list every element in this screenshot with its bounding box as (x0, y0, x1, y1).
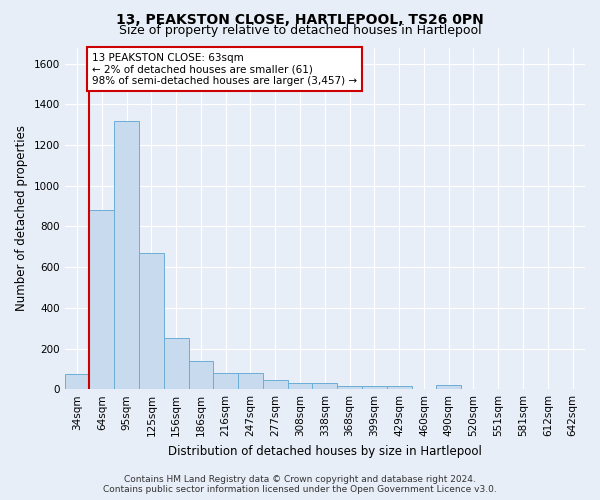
Bar (164, 338, 188, 389)
Bar (387, 386, 412, 389)
Text: Size of property relative to detached houses in Hartlepool: Size of property relative to detached ho… (119, 24, 481, 37)
Text: 13 PEAKSTON CLOSE: 63sqm
← 2% of detached houses are smaller (61)
98% of semi-de: 13 PEAKSTON CLOSE: 63sqm ← 2% of detache… (92, 52, 357, 86)
Bar (114, 120, 139, 389)
Bar (436, 384, 461, 389)
Y-axis label: Number of detached properties: Number of detached properties (15, 126, 28, 312)
Bar (139, 253, 164, 389)
Bar (337, 386, 362, 389)
Text: 13, PEAKSTON CLOSE, HARTLEPOOL, TS26 0PN: 13, PEAKSTON CLOSE, HARTLEPOOL, TS26 0PN (116, 12, 484, 26)
Bar (65, 374, 89, 389)
Bar (362, 386, 387, 389)
Bar (188, 360, 214, 389)
X-axis label: Distribution of detached houses by size in Hartlepool: Distribution of detached houses by size … (168, 444, 482, 458)
Bar (287, 384, 313, 389)
Bar (89, 210, 114, 389)
Bar (214, 374, 238, 389)
Bar (238, 374, 263, 389)
Bar (313, 384, 337, 389)
Bar (263, 380, 287, 389)
Text: Contains HM Land Registry data © Crown copyright and database right 2024.
Contai: Contains HM Land Registry data © Crown c… (103, 474, 497, 494)
